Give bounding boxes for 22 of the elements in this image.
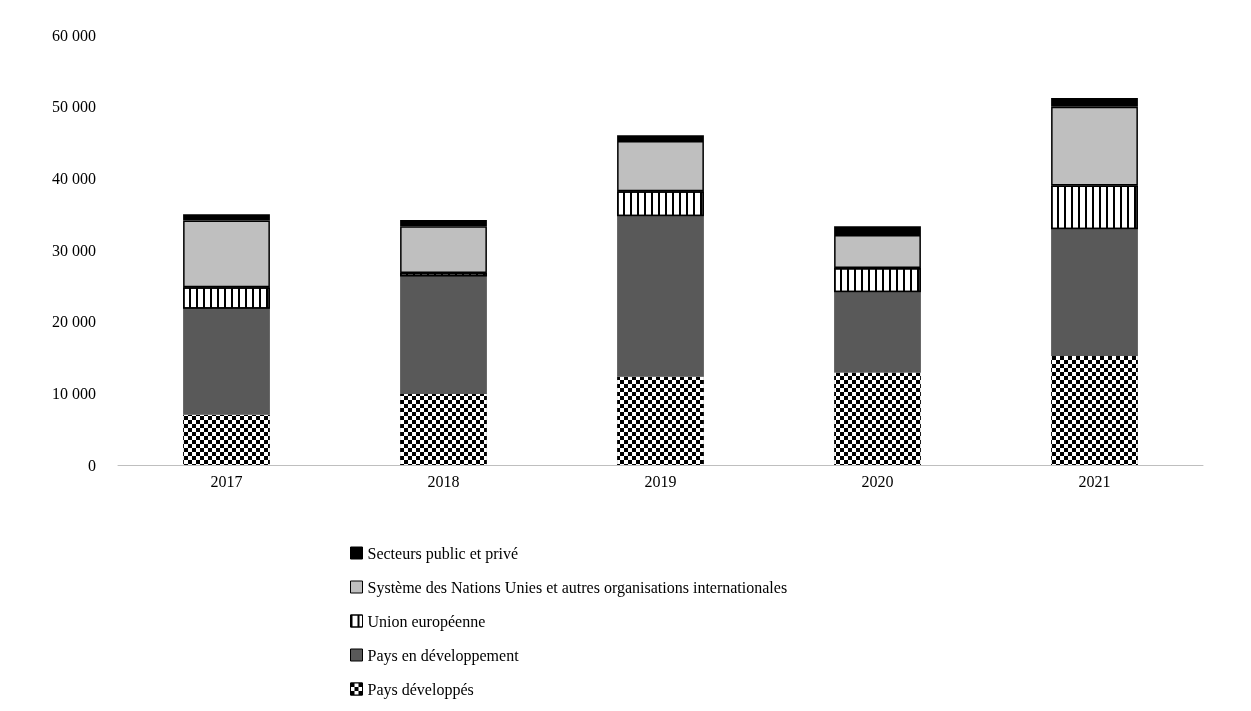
legend-label: Système des Nations Unies et autres organisations internationales	[367, 578, 788, 597]
y-tick-label: 30 000	[52, 241, 96, 259]
legend-label: Secteurs public et privé	[367, 544, 519, 563]
x-tick-label: 2021	[1078, 472, 1111, 490]
x-tick-label: 2020	[861, 472, 894, 490]
y-tick-label: 40 000	[52, 169, 96, 187]
y-tick-label: 50 000	[52, 98, 96, 116]
x-tick-label: 2019	[644, 472, 677, 490]
legend-label: Pays développés	[367, 680, 474, 699]
legend-label: Union européenne	[367, 612, 486, 631]
y-tick-label: 20 000	[52, 313, 96, 331]
x-tick-label: 2017	[210, 472, 243, 490]
y-tick-label: 60 000	[52, 26, 96, 44]
bar	[183, 308, 270, 415]
y-tick-label: 0	[88, 456, 96, 474]
bar	[834, 292, 921, 373]
y-tick-label: 10 000	[52, 384, 96, 402]
x-tick-label: 2018	[427, 472, 460, 490]
bar	[1051, 229, 1138, 357]
bar	[400, 276, 487, 395]
legend-label: Pays en développement	[367, 646, 520, 665]
bar	[617, 216, 704, 377]
